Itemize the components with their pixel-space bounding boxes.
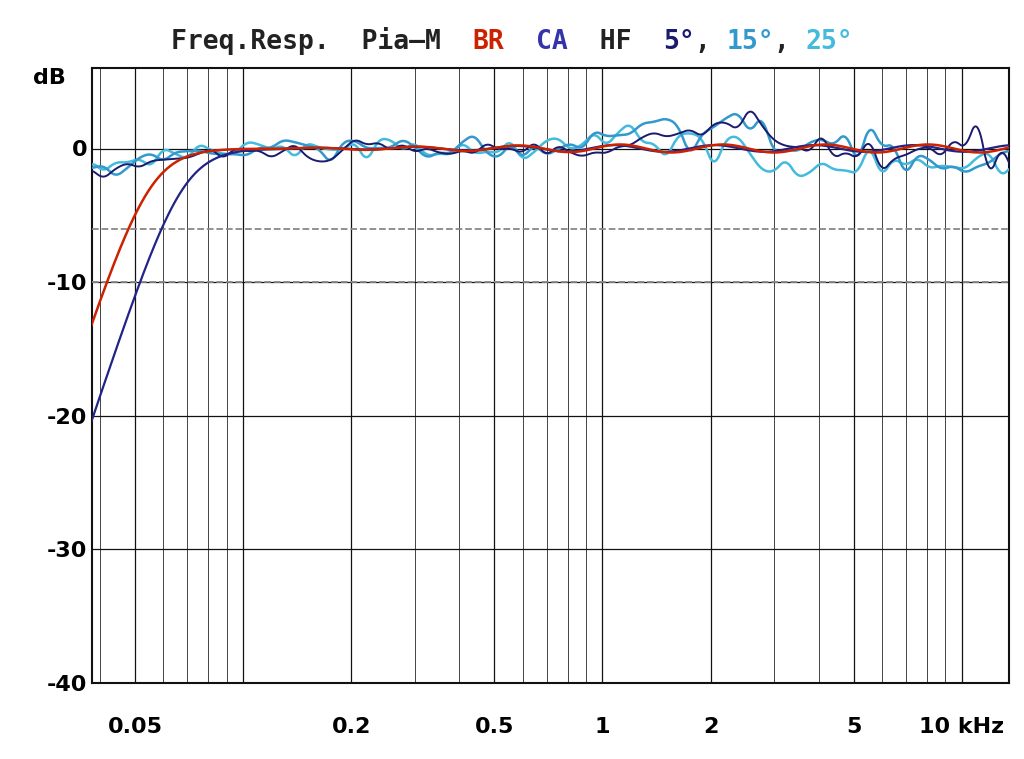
Text: HF: HF: [567, 29, 663, 55]
Text: ,: ,: [774, 29, 806, 55]
Text: 0.2: 0.2: [332, 716, 371, 736]
Text: ,: ,: [694, 29, 726, 55]
Text: 5°: 5°: [663, 29, 694, 55]
Text: 5: 5: [846, 716, 861, 736]
Text: 1: 1: [595, 716, 610, 736]
Text: 25°: 25°: [806, 29, 853, 55]
Text: BR: BR: [472, 29, 504, 55]
Text: 2: 2: [702, 716, 719, 736]
Text: Freq.Resp.  Pia–M: Freq.Resp. Pia–M: [171, 27, 472, 55]
Text: CA: CA: [536, 29, 567, 55]
Text: 0.05: 0.05: [108, 716, 163, 736]
Text: 15°: 15°: [726, 29, 774, 55]
Text: dB: dB: [33, 68, 66, 88]
Text: 0.5: 0.5: [475, 716, 514, 736]
Text: 10 kHz: 10 kHz: [920, 716, 1005, 736]
